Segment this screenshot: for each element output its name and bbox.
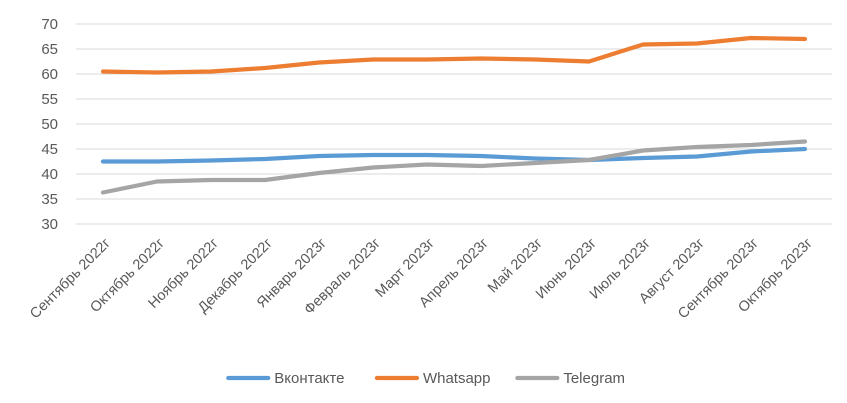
y-tick-label: 50 <box>41 116 58 133</box>
legend-label-3: Telegram <box>563 370 625 387</box>
y-tick-label: 40 <box>41 166 58 183</box>
series-line-3 <box>100 139 808 195</box>
y-tick-label: 60 <box>41 66 58 83</box>
y-tick-label: 65 <box>41 41 58 58</box>
legend-label-2: Whatsapp <box>423 370 491 387</box>
y-tick-label: 70 <box>41 16 58 33</box>
gridlines <box>76 23 832 225</box>
y-axis-ticks: 30 35 40 45 50 55 60 65 70 <box>41 16 58 233</box>
y-tick-label: 30 <box>41 216 58 233</box>
legend-label-1: Вконтакте <box>274 370 344 387</box>
series-line-2 <box>100 35 808 75</box>
series-line-1 <box>100 146 808 164</box>
y-tick-label: 55 <box>41 91 58 108</box>
y-tick-label: 45 <box>41 141 58 158</box>
series-lines <box>100 35 808 195</box>
y-tick-label: 35 <box>41 191 58 208</box>
legend: Вконтакте Whatsapp Telegram <box>226 370 625 387</box>
